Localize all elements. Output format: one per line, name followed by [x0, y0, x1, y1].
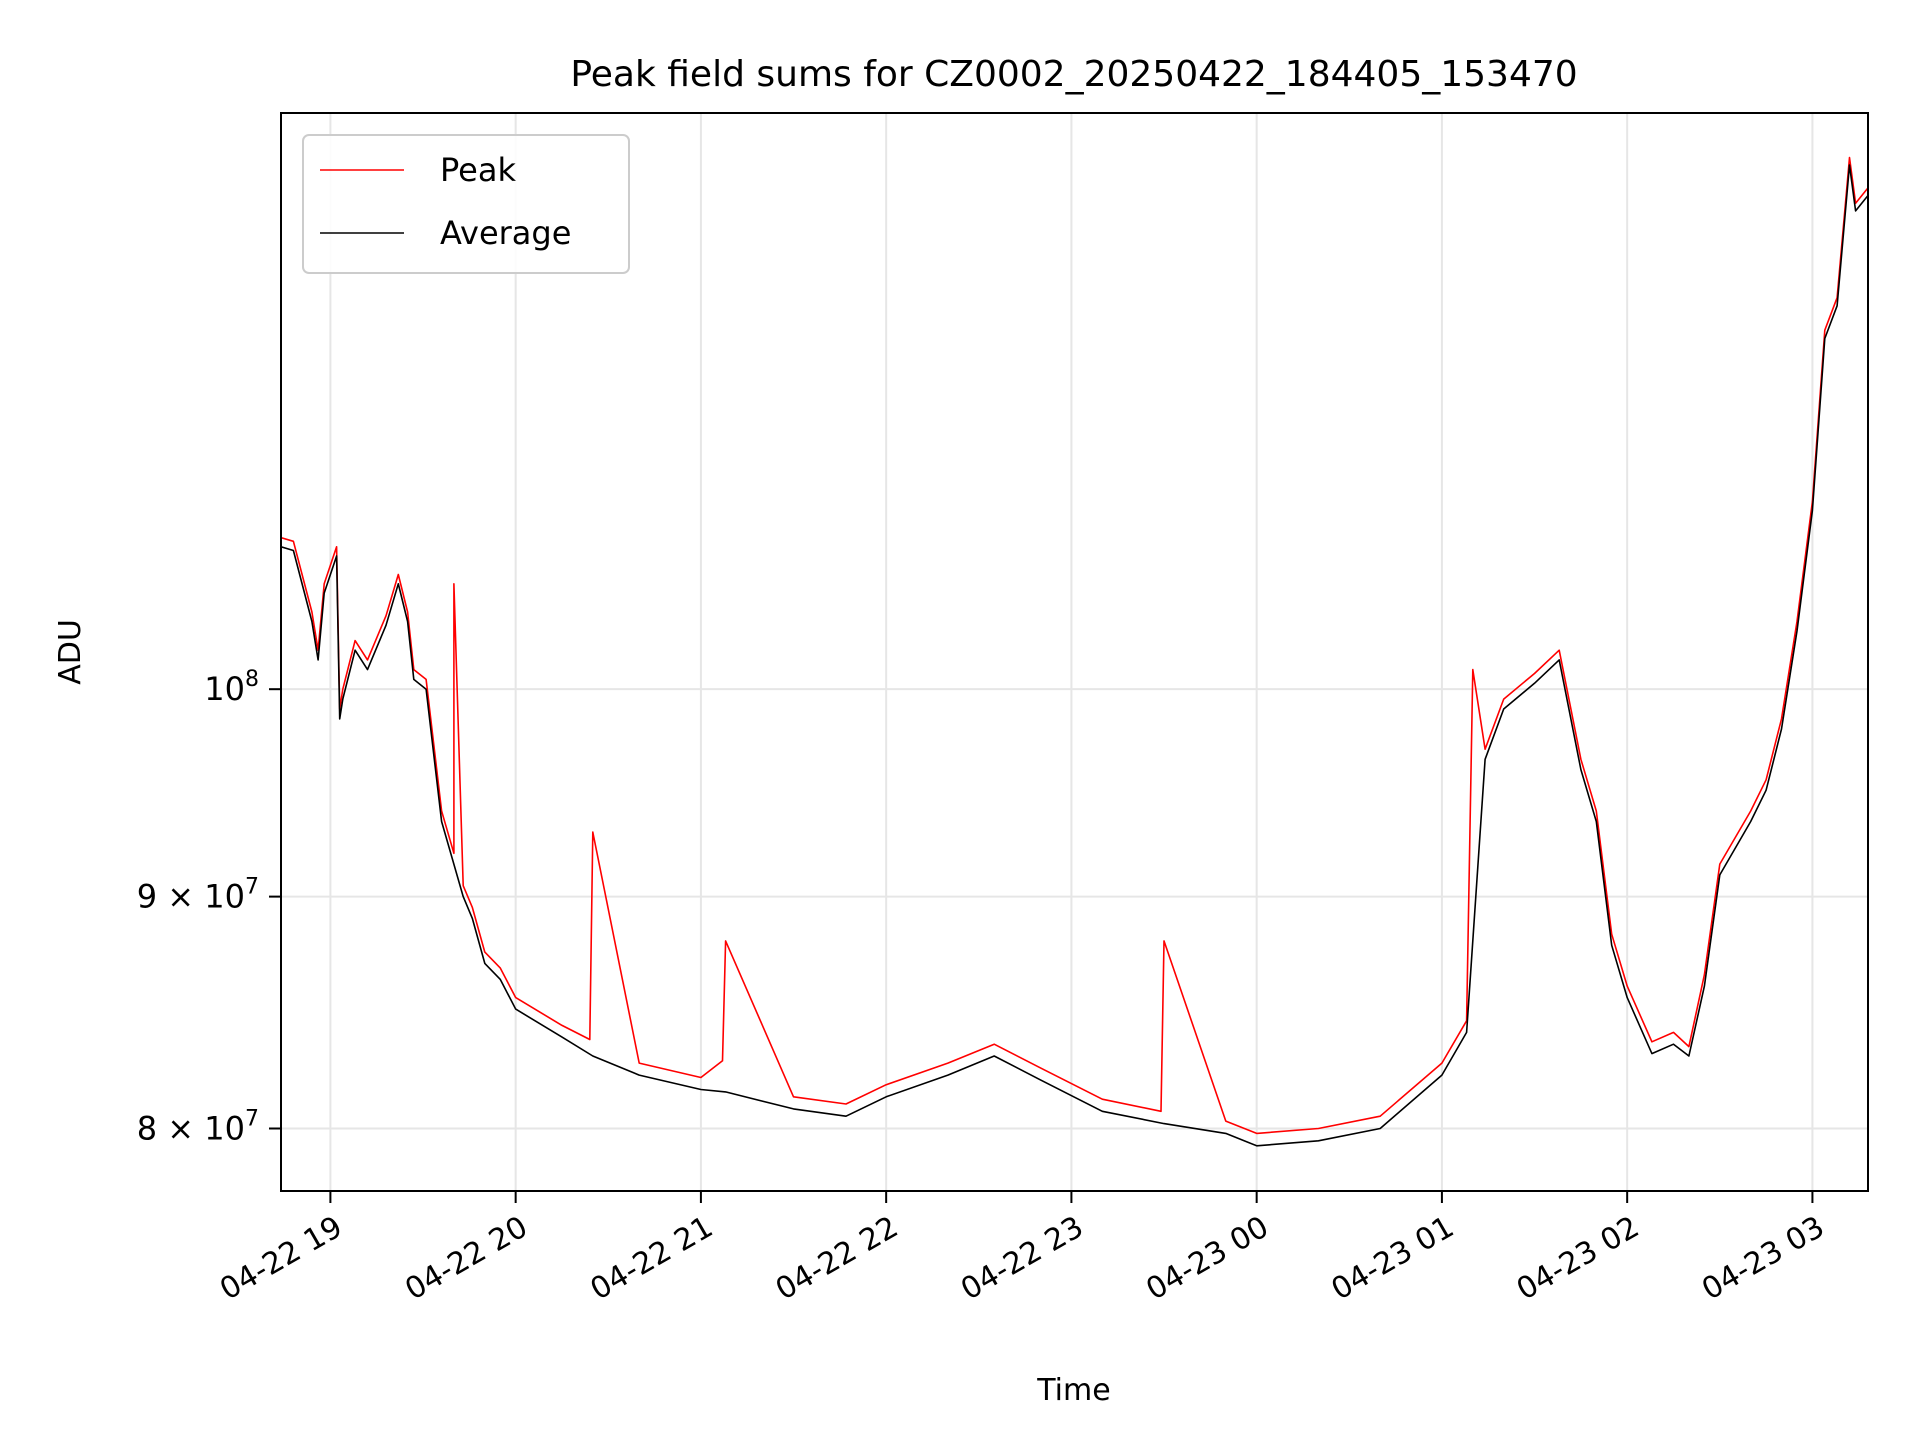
series-layer	[281, 156, 1868, 1147]
y-tick-label: 8 × 107	[137, 1106, 259, 1147]
series-line-average	[281, 164, 1868, 1147]
grid	[281, 113, 1868, 1191]
chart-title: Peak field sums for CZ0002_20250422_1844…	[570, 54, 1577, 95]
plot-frame	[280, 112, 1869, 1192]
x-axis-label: Time	[1036, 1373, 1110, 1408]
y-axis-ticks: 8 × 107 9 × 107 108	[137, 667, 281, 1147]
y-tick-label: 108	[204, 667, 259, 708]
series-line-peak	[281, 156, 1868, 1135]
legend: Peak Average	[302, 134, 630, 274]
y-tick-label: 9 × 107	[137, 875, 259, 916]
legend-label-average: Average	[440, 214, 571, 252]
legend-label-peak: Peak	[440, 151, 516, 189]
y-axis-label: ADU	[53, 619, 88, 685]
